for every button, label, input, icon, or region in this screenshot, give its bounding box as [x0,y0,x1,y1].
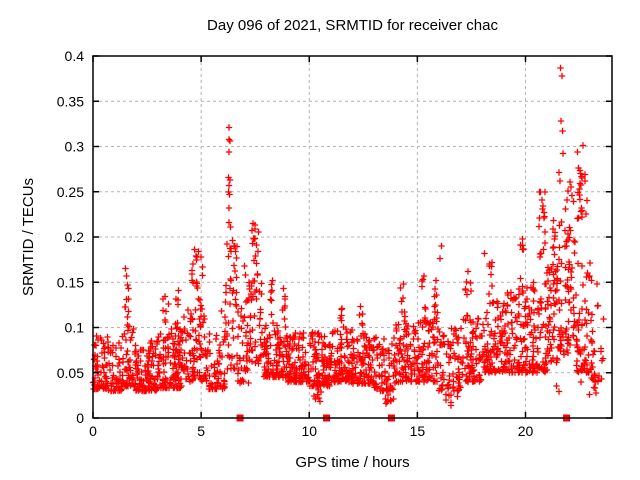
x-tick-label: 20 [518,423,534,439]
x-axis-label: GPS time / hours [295,454,409,471]
y-tick-label: 0.1 [65,320,85,336]
x-tick-label: 5 [197,423,205,439]
scatter-points [89,64,607,422]
y-tick-label: 0.35 [57,93,84,109]
y-tick-label: 0.4 [65,48,85,64]
plus-markers [89,64,607,409]
y-tick-label: 0.2 [65,229,85,245]
x-tick-label: 10 [301,423,317,439]
y-tick-label: 0.3 [65,139,85,155]
y-tick-label: 0.15 [57,274,84,290]
tick-labels: 0 5 10 15 20 0 0.05 0.1 0.15 0.2 0.25 0.3 0.35 0.4 [57,48,534,439]
y-tick-label: 0.25 [57,184,84,200]
tick-marks [92,55,612,419]
y-tick-label: 0 [76,410,84,426]
chart-title: Day 096 of 2021, SRMTID for receiver cha… [207,17,498,34]
x-tick-label: 0 [89,423,97,439]
y-tick-label: 0.05 [57,365,84,381]
x-tick-label: 15 [410,423,426,439]
y-axis-label: SRMTID / TECUs [20,178,37,296]
